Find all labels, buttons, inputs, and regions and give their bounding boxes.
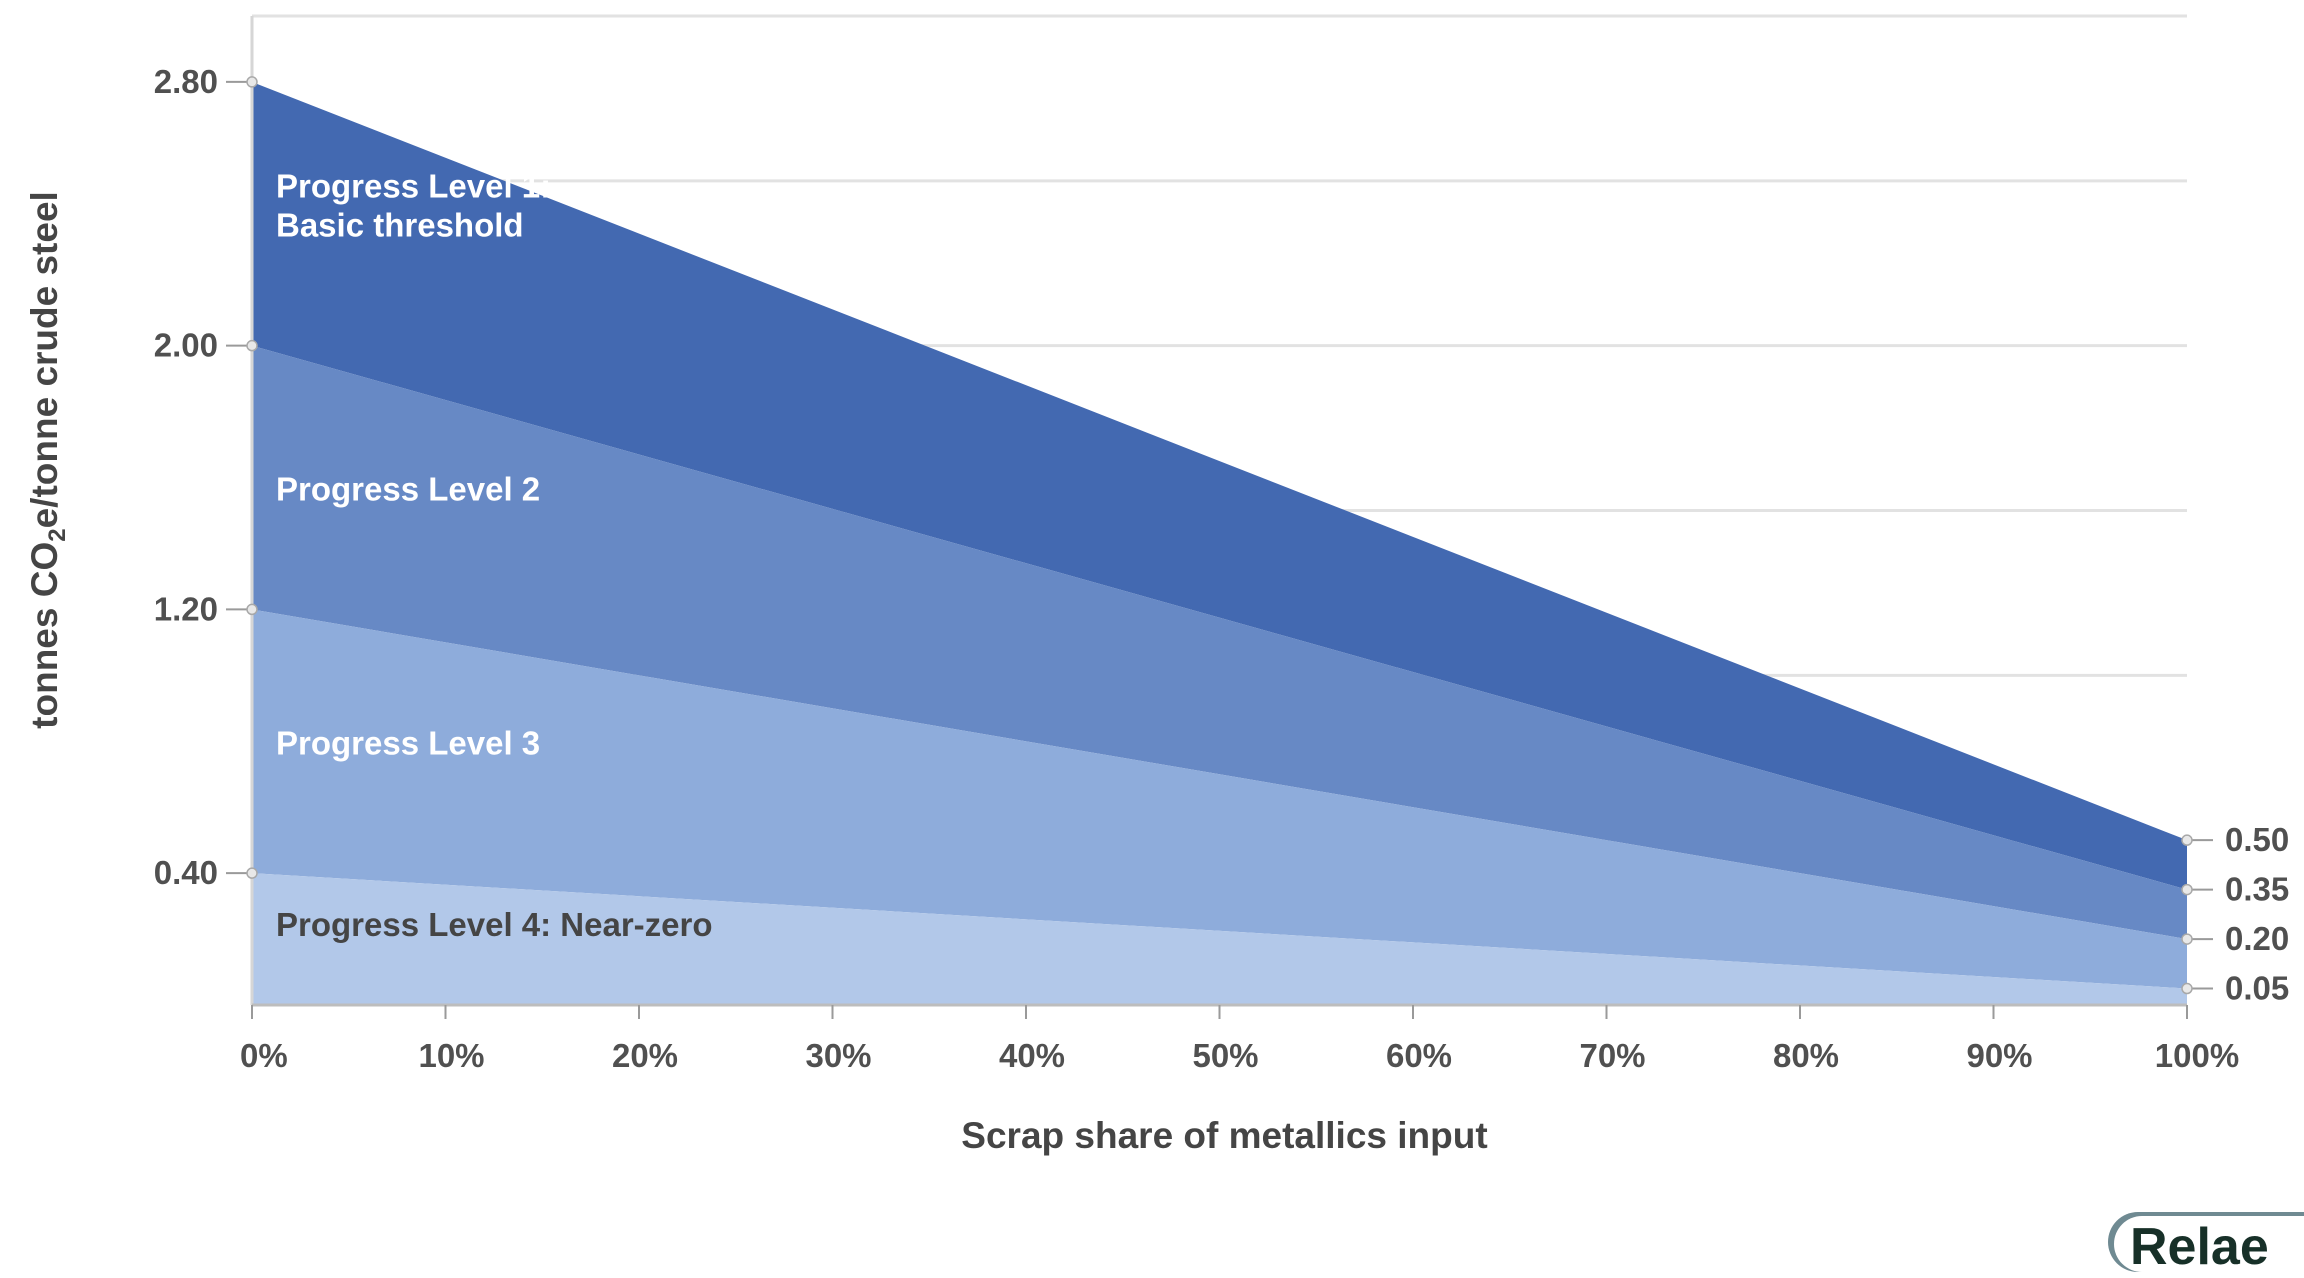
x-tick-label-7: 70% [1579, 1037, 1645, 1074]
y-tick-label-right-1: 0.35 [2225, 871, 2289, 908]
band-1 [252, 81, 2187, 890]
band-label-1: Progress Level 1: [276, 167, 551, 204]
logo-text: Relae [2114, 1216, 2304, 1276]
y-marker-right-3 [2181, 982, 2193, 995]
y-tick-label-left-0: 2.80 [154, 63, 218, 100]
y-marker-left-2 [246, 603, 258, 616]
band-2 [252, 345, 2187, 940]
x-tick-label-5: 50% [1192, 1037, 1258, 1074]
y-tick-label-right-3: 0.05 [2225, 970, 2289, 1007]
band-4 [252, 873, 2187, 1005]
y-marker-left-3 [246, 867, 258, 879]
y-tick-label-left-3: 0.40 [154, 854, 218, 891]
y-marker-right-0 [2181, 834, 2193, 846]
area-bands [252, 81, 2187, 1005]
labels: 0% 10% 20% 30% 40% 50% 60% 70% 80% 90% 100% 2.80 2.0… [24, 63, 2289, 1156]
y-marker-left-1 [246, 339, 258, 352]
y-tick-label-right-0: 0.50 [2225, 821, 2289, 858]
band-label-4: Progress Level 4: Near-zero [276, 906, 713, 943]
x-tick-label-8: 80% [1773, 1037, 1839, 1074]
x-tick-label-1: 10% [418, 1037, 484, 1074]
y-marker-right-1 [2181, 883, 2193, 896]
y-marker-left-0 [246, 76, 258, 88]
x-tick-label-0: 0% [240, 1037, 288, 1074]
x-tick-label-2: 20% [612, 1037, 678, 1074]
relae-logo: Relae [2108, 1212, 2304, 1276]
x-tick-label-9: 90% [1966, 1037, 2032, 1074]
band-3 [252, 609, 2187, 989]
y-axis-title: tonnes CO2e/tonne crude steel [24, 191, 71, 729]
x-axis-title: Scrap share of metallics input [961, 1115, 1487, 1156]
y-tick-label-left-1: 2.00 [154, 327, 218, 364]
y-tick-label-left-2: 1.20 [154, 590, 218, 627]
x-tick-label-6: 60% [1386, 1037, 1452, 1074]
y-marker-right-2 [2181, 933, 2193, 945]
x-tick-label-3: 30% [805, 1037, 871, 1074]
x-tick-label-10: 100% [2155, 1037, 2239, 1074]
band-label-1-line2: Basic threshold [276, 206, 524, 243]
axes [226, 16, 2213, 1019]
y-tick-label-right-2: 0.20 [2225, 920, 2289, 957]
band-label-2: Progress Level 2 [276, 471, 540, 508]
band-label-3: Progress Level 3 [276, 724, 540, 761]
x-tick-label-4: 40% [999, 1037, 1065, 1074]
